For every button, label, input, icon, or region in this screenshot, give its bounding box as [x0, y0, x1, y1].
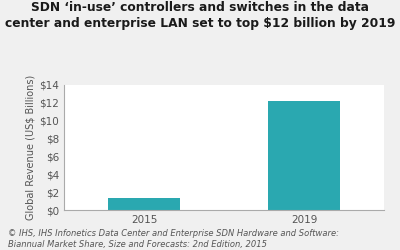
Bar — [268, 101, 340, 210]
Y-axis label: Global Revenue (US$ Billions): Global Revenue (US$ Billions) — [25, 75, 35, 220]
Bar — [108, 198, 180, 210]
Text: SDN ‘in-use’ controllers and switches in the data
center and enterprise LAN set : SDN ‘in-use’ controllers and switches in… — [5, 1, 395, 30]
Text: © IHS, IHS Infonetics Data Center and Enterprise SDN Hardware and Software:
Bian: © IHS, IHS Infonetics Data Center and En… — [8, 229, 339, 249]
